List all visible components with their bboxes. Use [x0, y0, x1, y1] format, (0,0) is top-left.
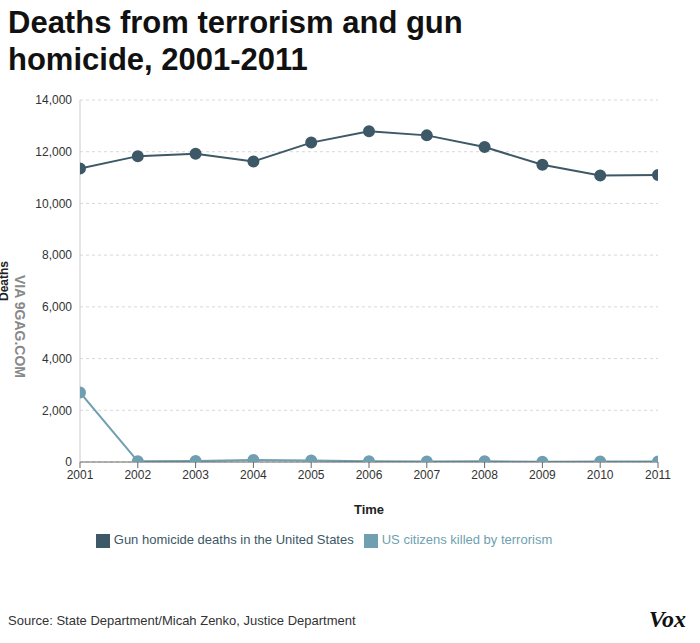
svg-text:14,000: 14,000: [35, 93, 72, 107]
html-text:US citizens killed by terroris: US citizens killed by terrorism: [381, 532, 553, 547]
svg-text:2009: 2009: [529, 468, 556, 482]
svg-text:10,000: 10,000: [35, 197, 72, 211]
html-text:Vox: Vox: [648, 606, 686, 632]
svg-text:6,000: 6,000: [42, 300, 72, 314]
svg-text:Time: Time: [354, 502, 384, 517]
svg-text:2010: 2010: [587, 468, 614, 482]
svg-text:2003: 2003: [182, 468, 209, 482]
svg-text:2005: 2005: [298, 468, 325, 482]
svg-text:2,000: 2,000: [42, 404, 72, 418]
html-text:Gun homicide deaths in the Uni: Gun homicide deaths in the United States: [113, 532, 354, 547]
svg-text:2007: 2007: [413, 468, 440, 482]
html-text:VIA 9GAG.COM: VIA 9GAG.COM: [12, 275, 28, 378]
svg-text:Deaths: Deaths: [8, 261, 11, 301]
svg-text:2004: 2004: [240, 468, 267, 482]
html-text:Deaths from terrorism and gun: Deaths from terrorism and gun homicide, …: [8, 5, 463, 77]
svg-text:2001: 2001: [67, 468, 94, 482]
html-text:Source: State Department/Micah: Source: State Department/Micah Zenko, Ju…: [8, 613, 356, 628]
svg-text:2008: 2008: [471, 468, 498, 482]
svg-text:0: 0: [65, 455, 72, 469]
svg-text:12,000: 12,000: [35, 145, 72, 159]
svg-text:8,000: 8,000: [42, 248, 72, 262]
svg-text:2002: 2002: [124, 468, 151, 482]
svg-text:4,000: 4,000: [42, 352, 72, 366]
svg-text:2011: 2011: [645, 468, 671, 482]
svg-text:2006: 2006: [356, 468, 383, 482]
